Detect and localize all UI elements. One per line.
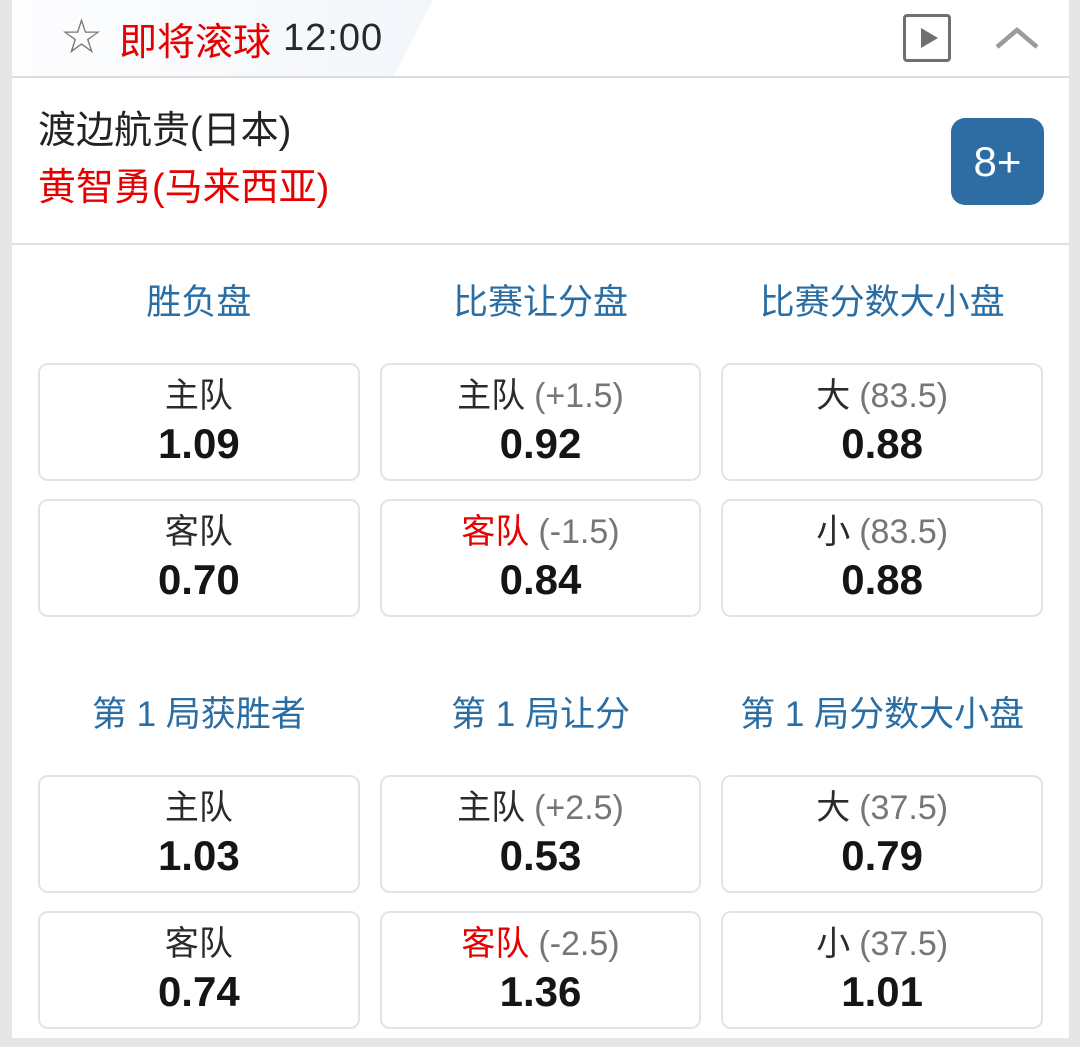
outcome-odds: 1.03 [158,831,240,881]
outcome-odds: 0.70 [158,555,240,605]
outcome-odds: 1.36 [500,967,582,1017]
odds-button[interactable]: 客队 0.70 [38,499,360,617]
play-icon [921,28,938,48]
outcome-odds: 0.84 [500,555,582,605]
outcome-detail: (+1.5) [534,377,624,415]
outcome-detail: (83.5) [859,513,948,551]
outcome-label: 主队 [457,377,525,415]
market-title: 第 1 局分数大小盘 [721,691,1043,739]
outcome-label: 客队 [461,513,529,551]
outcome-odds: 0.92 [500,419,582,469]
event-panel: ☆ 即将滚球 12:00 渡边航贵(日本) 黄智勇(马来西亚) 8+ 胜负盘 [12,0,1069,1038]
outcome-detail: (37.5) [859,925,948,963]
odds-button[interactable]: 大(83.5) 0.88 [721,363,1043,481]
odds-button[interactable]: 主队 1.09 [38,363,360,481]
market-game1-total: 第 1 局分数大小盘 大(37.5) 0.79 小(37.5) 1.01 [721,691,1043,1047]
odds-button[interactable]: 客队(-1.5) 0.84 [380,499,702,617]
market-game1-handicap: 第 1 局让分 主队(+2.5) 0.53 客队(-2.5) 1.36 [380,691,702,1047]
odds-button[interactable]: 主队(+1.5) 0.92 [380,363,702,481]
chevron-up-icon [993,25,1041,51]
collapse-button[interactable] [993,25,1041,51]
outcome-label: 小 [816,513,850,551]
outcome-detail: (-1.5) [538,513,619,551]
market-match-handicap: 比赛让分盘 主队(+1.5) 0.92 客队(-1.5) 0.84 [380,279,702,635]
market-title: 第 1 局让分 [380,691,702,739]
outcome-odds: 0.88 [841,419,923,469]
market-title: 胜负盘 [38,279,360,327]
event-time: 12:00 [283,17,383,60]
odds-button[interactable]: 客队(-2.5) 1.36 [380,911,702,1029]
outcome-label: 主队 [457,789,525,827]
odds-button[interactable]: 主队 1.03 [38,775,360,893]
outcome-odds: 0.88 [841,555,923,605]
event-header: ☆ 即将滚球 12:00 [12,0,1069,78]
outcome-odds: 0.79 [841,831,923,881]
outcome-detail: (+2.5) [534,789,624,827]
favorite-star-icon[interactable]: ☆ [60,14,103,62]
outcome-odds: 1.09 [158,419,240,469]
market-match-total: 比赛分数大小盘 大(83.5) 0.88 小(83.5) 0.88 [721,279,1043,635]
outcome-label: 主队 [165,789,233,827]
odds-button[interactable]: 主队(+2.5) 0.53 [380,775,702,893]
market-game1-winner: 第 1 局获胜者 主队 1.03 客队 0.74 [38,691,360,1047]
market-title: 比赛分数大小盘 [721,279,1043,327]
outcome-detail: (83.5) [859,377,948,415]
market-win-loss: 胜负盘 主队 1.09 客队 0.70 [38,279,360,635]
header-left: ☆ 即将滚球 12:00 [60,11,383,66]
more-markets-button[interactable]: 8+ [951,118,1044,205]
outcome-label: 小 [816,925,850,963]
market-title: 比赛让分盘 [380,279,702,327]
play-stream-button[interactable] [903,14,951,62]
odds-button[interactable]: 大(37.5) 0.79 [721,775,1043,893]
outcome-label: 客队 [165,513,233,551]
header-right [903,14,1041,62]
outcome-odds: 0.53 [500,831,582,881]
market-group-match: 胜负盘 主队 1.09 客队 0.70 比赛让分盘 主队(+1.5) 0.92 [12,279,1069,635]
market-group-game1: 第 1 局获胜者 主队 1.03 客队 0.74 第 1 局让分 主队(+2.5… [12,691,1069,1047]
live-soon-label: 即将滚球 [119,11,271,66]
away-player-name: 黄智勇(马来西亚) [38,160,1043,217]
odds-button[interactable]: 小(37.5) 1.01 [721,911,1043,1029]
outcome-label: 主队 [165,377,233,415]
outcome-detail: (-2.5) [538,925,619,963]
outcome-detail: (37.5) [859,789,948,827]
market-title: 第 1 局获胜者 [38,691,360,739]
home-player-name: 渡边航贵(日本) [38,103,1043,160]
odds-button[interactable]: 小(83.5) 0.88 [721,499,1043,617]
outcome-odds: 1.01 [841,967,923,1017]
outcome-odds: 0.74 [158,967,240,1017]
outcome-label: 大 [816,789,850,827]
outcome-label: 客队 [461,925,529,963]
odds-button[interactable]: 客队 0.74 [38,911,360,1029]
outcome-label: 大 [816,377,850,415]
match-card: 渡边航贵(日本) 黄智勇(马来西亚) 8+ [12,78,1069,245]
outcome-label: 客队 [165,925,233,963]
